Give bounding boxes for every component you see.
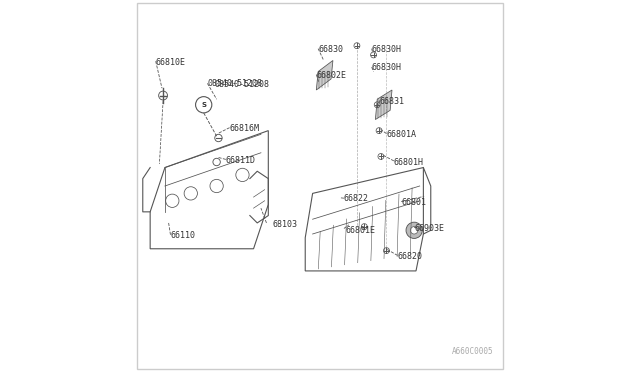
Text: 66830H: 66830H	[372, 63, 402, 72]
Text: 66816M: 66816M	[230, 124, 260, 133]
Text: 66801A: 66801A	[387, 130, 417, 139]
Text: 66801: 66801	[401, 198, 426, 207]
Text: S: S	[201, 102, 206, 108]
Polygon shape	[376, 90, 392, 119]
Text: 66802E: 66802E	[316, 71, 346, 80]
Text: 66820: 66820	[397, 251, 422, 261]
Polygon shape	[316, 61, 333, 90]
Text: 08540-51208: 08540-51208	[207, 79, 262, 88]
Text: 68103: 68103	[272, 220, 297, 229]
Text: 66810E: 66810E	[156, 58, 186, 67]
Text: 66811D: 66811D	[226, 155, 256, 165]
Text: 66822: 66822	[344, 195, 369, 203]
Text: 08540-51208: 08540-51208	[215, 80, 270, 89]
Text: 66831: 66831	[379, 97, 404, 106]
Text: A660C0005: A660C0005	[452, 347, 493, 356]
Text: 66801E: 66801E	[346, 226, 376, 235]
Text: 66903E: 66903E	[414, 224, 444, 233]
Text: 66830: 66830	[318, 45, 343, 54]
Circle shape	[410, 227, 418, 234]
Text: 66110: 66110	[170, 231, 195, 240]
Circle shape	[406, 222, 422, 238]
Text: 66830H: 66830H	[372, 45, 402, 54]
Text: 66801H: 66801H	[394, 157, 424, 167]
